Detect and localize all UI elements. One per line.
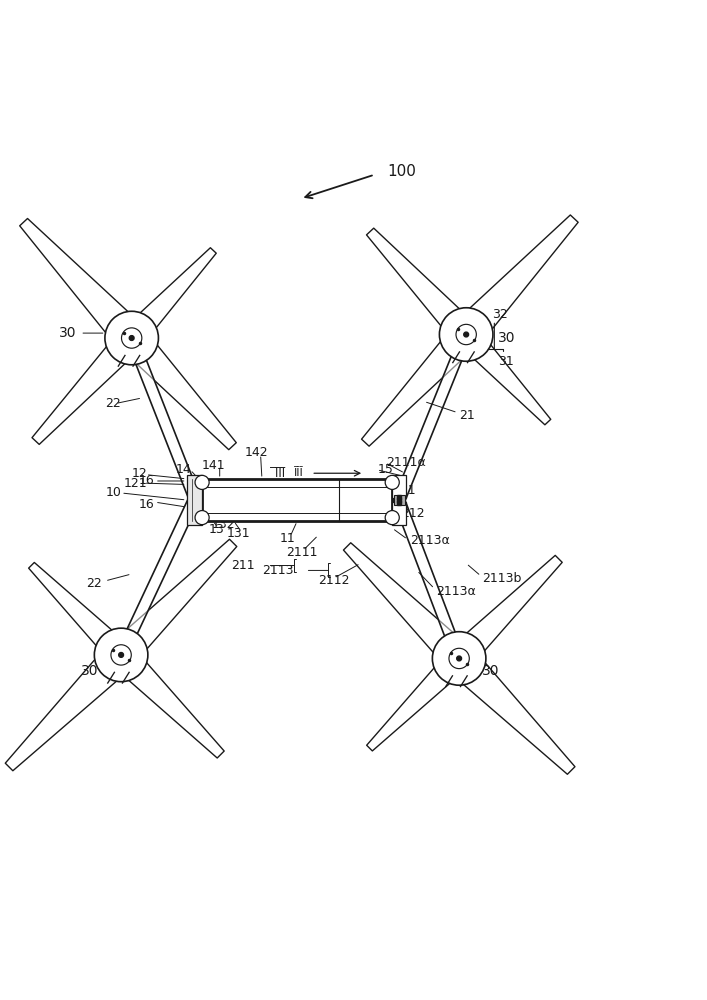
Text: 22: 22: [86, 577, 102, 590]
Polygon shape: [457, 326, 551, 425]
Text: 2113: 2113: [262, 564, 293, 577]
Polygon shape: [29, 562, 130, 664]
Text: c: c: [340, 494, 347, 507]
Text: 30: 30: [481, 664, 499, 678]
Circle shape: [195, 511, 209, 525]
Polygon shape: [120, 327, 236, 450]
Bar: [187, 475, 202, 525]
Circle shape: [129, 336, 134, 340]
Text: 32: 32: [492, 308, 508, 321]
Text: 211: 211: [231, 559, 255, 572]
Text: 30: 30: [59, 326, 76, 340]
Text: 16: 16: [139, 498, 154, 511]
Text: 15: 15: [378, 463, 394, 476]
Polygon shape: [387, 480, 464, 660]
Polygon shape: [454, 215, 578, 346]
Text: 2111: 2111: [286, 546, 318, 559]
Circle shape: [464, 332, 469, 337]
Polygon shape: [122, 248, 216, 347]
Text: 2113b: 2113b: [482, 572, 522, 585]
Circle shape: [433, 632, 486, 685]
Text: 111: 111: [393, 484, 416, 497]
Circle shape: [119, 653, 124, 657]
Text: 14: 14: [176, 463, 192, 476]
Polygon shape: [32, 328, 142, 444]
Polygon shape: [449, 555, 562, 668]
Bar: [392, 475, 407, 498]
Bar: [394, 495, 405, 505]
Polygon shape: [202, 479, 392, 521]
Text: 11: 11: [279, 532, 296, 545]
Polygon shape: [110, 539, 237, 666]
Polygon shape: [366, 228, 477, 344]
Text: 13: 13: [209, 523, 224, 536]
Polygon shape: [344, 543, 470, 669]
Text: 131: 131: [227, 527, 250, 540]
Text: 22: 22: [105, 397, 122, 410]
Text: 30: 30: [81, 664, 98, 678]
Circle shape: [105, 311, 158, 365]
Polygon shape: [387, 332, 472, 520]
Text: 16: 16: [139, 474, 154, 487]
Text: ĪĪĪ: ĪĪĪ: [293, 468, 303, 478]
Polygon shape: [127, 336, 207, 520]
Circle shape: [195, 475, 209, 489]
Text: 12: 12: [132, 467, 148, 480]
Polygon shape: [5, 643, 133, 771]
Polygon shape: [448, 646, 575, 774]
Polygon shape: [361, 324, 477, 446]
Text: 2113α: 2113α: [410, 534, 450, 547]
Text: 15: 15: [382, 479, 397, 492]
Text: 10: 10: [105, 486, 122, 499]
Polygon shape: [20, 218, 144, 350]
Text: ̅̅̅I̅I̅I̅: ̅̅̅I̅I̅I̅: [276, 467, 286, 480]
Circle shape: [385, 475, 399, 489]
Text: 212: 212: [401, 507, 424, 520]
Polygon shape: [111, 645, 224, 758]
Bar: [392, 502, 407, 525]
Text: 30: 30: [498, 331, 515, 345]
Polygon shape: [367, 649, 468, 751]
Circle shape: [440, 308, 493, 361]
Text: 100: 100: [387, 164, 416, 179]
Text: 2113α: 2113α: [436, 585, 476, 598]
Text: 2112: 2112: [318, 574, 350, 587]
Text: 132: 132: [211, 518, 235, 531]
Text: III: III: [241, 494, 252, 507]
Circle shape: [94, 628, 148, 682]
Polygon shape: [116, 480, 207, 657]
Circle shape: [385, 511, 399, 525]
Text: 31: 31: [498, 355, 513, 368]
Circle shape: [457, 656, 462, 661]
Text: 2111α: 2111α: [387, 456, 426, 469]
Text: 21: 21: [459, 409, 475, 422]
Text: 141: 141: [202, 459, 226, 472]
Text: 142: 142: [245, 446, 268, 459]
Text: 121: 121: [124, 477, 148, 490]
